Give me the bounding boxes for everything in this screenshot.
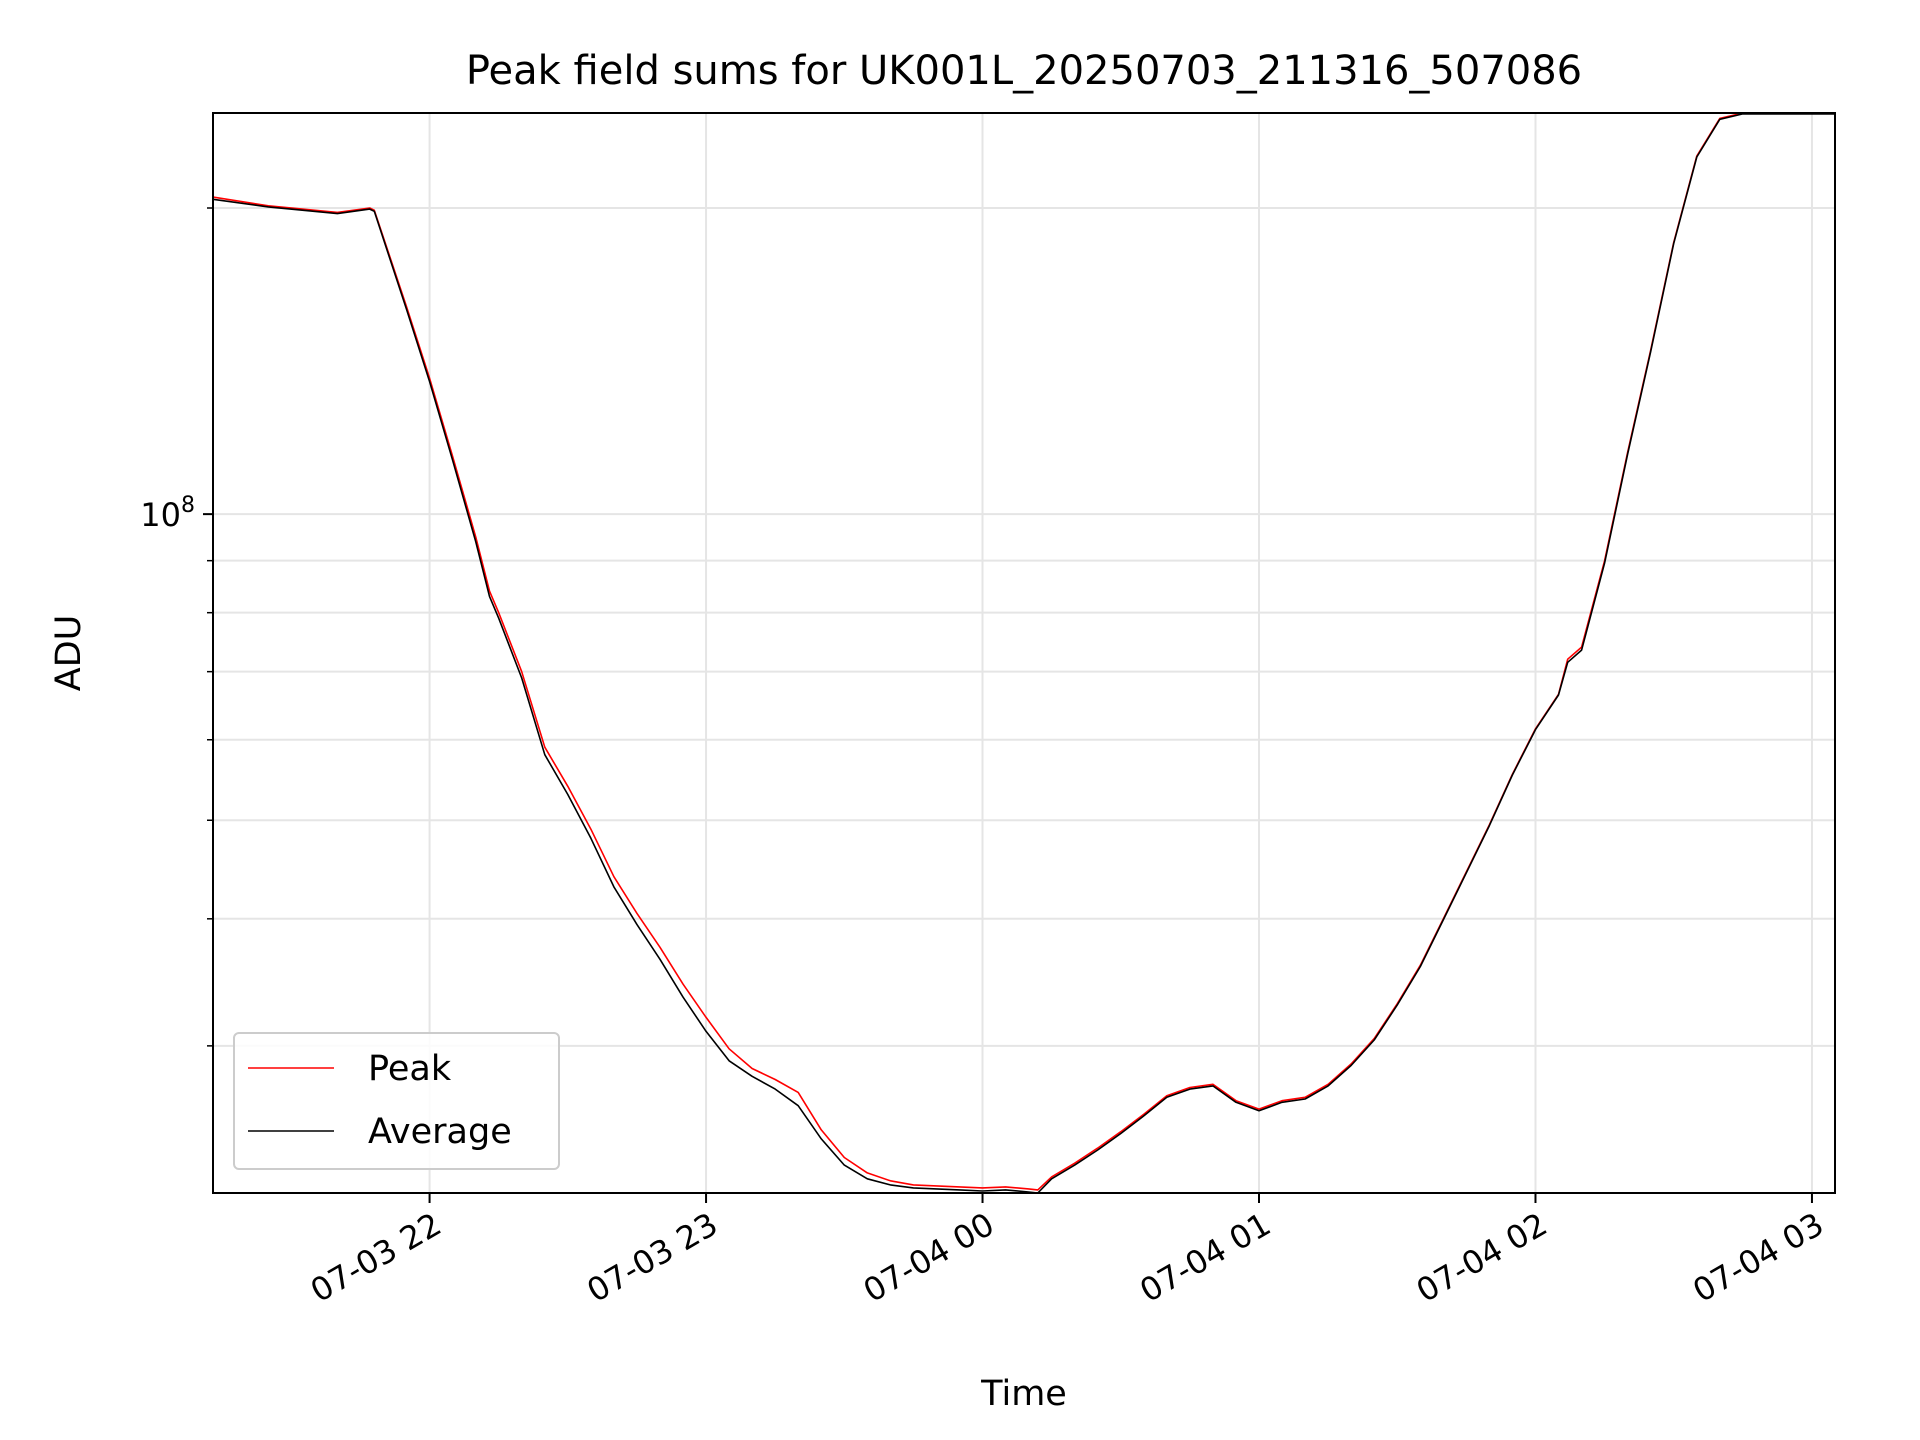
y-tick-exponent: 8 [181,493,195,518]
chart-title: Peak field sums for UK001L_20250703_2113… [466,48,1582,94]
series-line-average [212,113,1835,1194]
plot-lines [212,112,1835,1194]
legend: Peak Average [233,1032,560,1170]
legend-box [233,1032,560,1170]
y-tick-base: 10 [140,496,181,534]
y-axis-label: ADU [49,615,89,692]
x-axis-label: Time [980,1374,1067,1414]
legend-label-average: Average [368,1112,512,1152]
y-tick-label: 108 [140,493,195,534]
plot-frame [212,112,1836,1194]
legend-label-peak: Peak [368,1049,452,1089]
series-line-peak [212,112,1835,1191]
